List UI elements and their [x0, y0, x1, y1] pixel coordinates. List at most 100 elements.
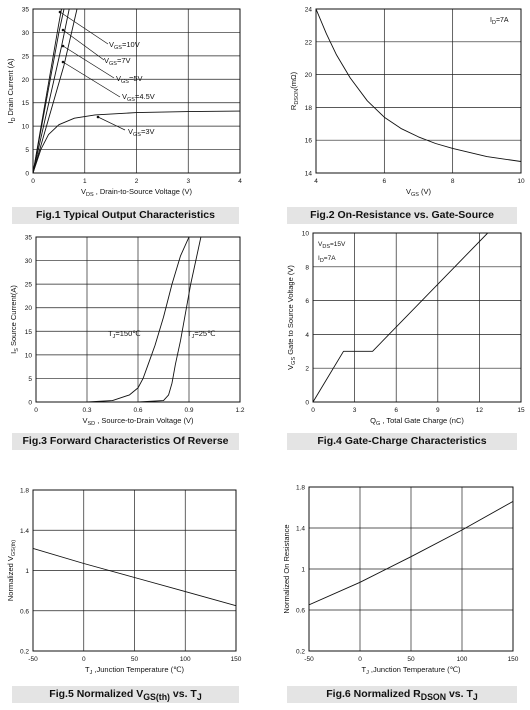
series-line-2	[137, 237, 202, 402]
y-tick-label: 1.8	[296, 485, 305, 492]
annotation-leader	[62, 45, 115, 79]
x-tick-label: 50	[131, 656, 139, 663]
x-axis-label: VDS , Drain-to-Source Voltage (V)	[81, 187, 193, 198]
y-tick-label: 25	[22, 53, 30, 60]
caption-fig2: Fig.2 On-Resistance vs. Gate-Source	[287, 207, 517, 224]
series-line-3	[33, 9, 70, 173]
series-label: VGS=7V	[104, 56, 131, 67]
x-axis-label: TJ ,Junction Temperature (℃)	[85, 665, 185, 676]
y-tick-label: 16	[305, 138, 313, 145]
annotation-dot	[61, 60, 65, 64]
y-tick-label: 4	[305, 332, 309, 339]
series-line-1	[309, 501, 513, 606]
y-tick-label: 10	[302, 231, 310, 238]
y-tick-label: 30	[22, 30, 30, 37]
y-tick-label: 0	[25, 171, 29, 178]
y-axis-label: Normalized VGS(th)	[6, 540, 17, 601]
x-tick-label: 1.2	[235, 407, 244, 414]
condition-label: ID=7A	[318, 255, 336, 264]
series-line-2	[33, 9, 65, 173]
y-axis-label: IS Source Current(A)	[9, 285, 20, 354]
annotation-leader	[97, 116, 126, 131]
x-tick-label: 3	[353, 407, 357, 414]
x-tick-label: 15	[517, 407, 525, 414]
y-axis-label: Normalized On Resistance	[282, 524, 291, 613]
x-tick-label: 150	[508, 656, 519, 663]
y-tick-label: 0.6	[20, 608, 29, 615]
y-tick-label: 20	[22, 77, 30, 84]
y-tick-label: 25	[25, 282, 33, 289]
x-tick-label: 8	[451, 178, 455, 185]
y-tick-label: 8	[305, 264, 309, 271]
y-tick-label: 18	[305, 105, 313, 112]
chart-6: -50 0 50 100 150 0.2 0.6 1 1.4 1.8 TJ ,Junction Te…	[282, 485, 519, 677]
y-tick-label: 1.4	[20, 528, 29, 535]
annotation-dot	[61, 44, 65, 48]
series-line-1	[313, 233, 489, 402]
series-line-1	[33, 547, 236, 607]
y-axis-label: VGS Gate to Source Voltage (V)	[286, 265, 297, 370]
y-tick-label: 14	[305, 171, 313, 178]
y-tick-label: 1.8	[20, 488, 29, 495]
y-tick-label: 5	[25, 147, 29, 154]
caption-fig4: Fig.4 Gate-Charge Characteristics	[287, 433, 517, 450]
plot-frame	[32, 8, 241, 174]
y-tick-label: 5	[28, 376, 32, 383]
x-tick-label: 0	[34, 407, 38, 414]
y-tick-label: 24	[305, 7, 313, 14]
chart-1: 0 1 2 3 4 0 5 10 15 20 25 30 35 VDS , Drain-to-Source…	[6, 7, 242, 199]
x-axis-label: VGS (V)	[406, 187, 432, 198]
y-tick-label: 15	[22, 100, 30, 107]
series-label: TJ=25℃	[187, 329, 216, 340]
x-tick-label: 0	[311, 407, 315, 414]
series-label: VGS=4.5V	[122, 92, 155, 103]
x-tick-label: 100	[180, 656, 191, 663]
x-tick-label: 0	[358, 656, 362, 663]
x-tick-label: 150	[231, 656, 242, 663]
y-tick-label: 22	[305, 39, 313, 46]
caption-fig3: Fig.3 Forward Characteristics Of Reverse	[12, 433, 239, 450]
annotation-leader	[62, 61, 121, 98]
y-tick-label: 0	[305, 400, 309, 407]
x-tick-label: -50	[28, 656, 38, 663]
y-tick-label: 35	[25, 235, 33, 242]
y-tick-label: 15	[25, 329, 33, 336]
x-tick-label: 100	[457, 656, 468, 663]
x-tick-label: 0	[82, 656, 86, 663]
chart-3: 0 0.3 0.6 0.9 1.2 0 5 10 15 20 25 30 35 VSD , Source-…	[9, 235, 245, 428]
annotation-dot	[96, 115, 100, 119]
series-line-1	[86, 237, 190, 402]
x-tick-label: 3	[186, 178, 190, 185]
x-tick-label: 6	[394, 407, 398, 414]
series-label: VGS=3V	[128, 127, 155, 138]
y-tick-label: 20	[25, 305, 33, 312]
condition-label: ID=7A	[490, 17, 509, 26]
caption-fig1: Fig.1 Typical Output Characteristics	[12, 207, 239, 224]
y-tick-label: 35	[22, 7, 30, 14]
chart-4: 0 3 6 9 12 15 0 2 4 6 8 10 QG , Total Gate Charge (n…	[286, 231, 525, 428]
x-tick-label: 10	[517, 178, 525, 185]
caption-fig6: Fig.6 Normalized RDSON vs. TJ	[287, 686, 517, 703]
series-label: TJ=150℃	[108, 329, 141, 340]
x-tick-label: 9	[436, 407, 440, 414]
y-tick-label: 1.4	[296, 526, 305, 533]
series-line-4	[33, 9, 78, 173]
y-tick-label: 2	[305, 366, 309, 373]
chart-2: 4 6 8 10 14 16 18 20 22 24 VGS (V) RDSON(mΩ) ID=7A	[289, 7, 525, 199]
annotation-leader	[59, 11, 109, 45]
plot-frame	[315, 8, 522, 174]
y-tick-label: 0.2	[296, 649, 305, 656]
plot-frame	[308, 486, 514, 652]
x-tick-label: 0.6	[133, 407, 142, 414]
y-tick-label: 10	[22, 124, 30, 131]
y-tick-label: 0.2	[20, 649, 29, 656]
series-label: VGS=10V	[109, 40, 140, 51]
series-label: VGS=5V	[116, 74, 143, 85]
x-tick-label: 1	[83, 178, 87, 185]
plot-frame	[32, 489, 237, 652]
plot-frame	[312, 232, 522, 403]
y-tick-label: 0.6	[296, 608, 305, 615]
y-axis-label: RDSON(mΩ)	[289, 71, 300, 110]
chart-5: -50 0 50 100 150 0.2 0.6 1 1.4 1.8 TJ ,Junction Te…	[6, 488, 242, 677]
